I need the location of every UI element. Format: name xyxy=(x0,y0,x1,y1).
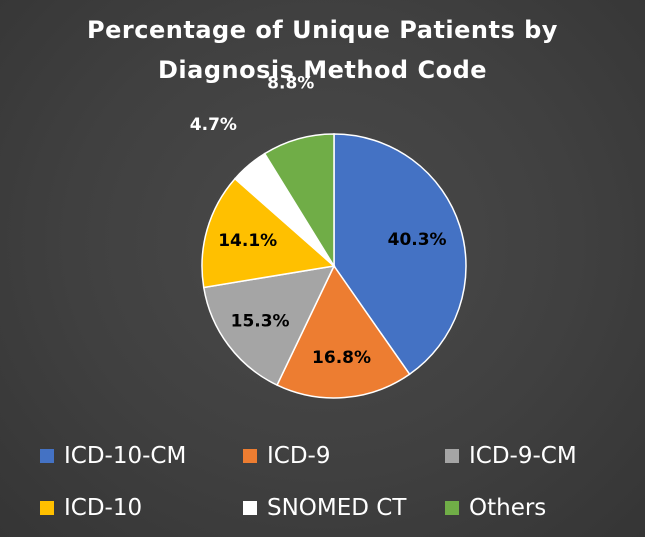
legend-label: SNOMED CT xyxy=(267,495,407,521)
legend-label: ICD-9-CM xyxy=(469,443,577,469)
legend-swatch xyxy=(445,501,459,515)
pie-slice-icd-9-cm xyxy=(202,265,336,387)
data-label-others: 8.8% xyxy=(267,74,314,94)
pie-slice-others xyxy=(263,133,335,269)
legend-item-others: Others xyxy=(445,495,546,521)
data-label-snomed-ct: 4.7% xyxy=(190,115,237,135)
legend-item-snomed-ct: SNOMED CT xyxy=(243,495,406,521)
data-label-icd-9-cm: 15.3% xyxy=(231,311,290,331)
legend-item-icd-9: ICD-9 xyxy=(243,443,331,469)
legend-swatch xyxy=(445,449,459,463)
legend-item-icd-10: ICD-10 xyxy=(40,495,142,521)
data-label-icd-10: 14.1% xyxy=(218,231,277,251)
chart-title-line-2: Diagnosis Method Code xyxy=(157,56,488,84)
legend-swatch xyxy=(40,501,54,515)
data-label-icd-10-cm: 40.3% xyxy=(388,230,447,250)
legend-swatch xyxy=(40,449,54,463)
legend-item-icd-9-cm: ICD-9-CM xyxy=(445,443,577,469)
chart-title-line-1: Percentage of Unique Patients by xyxy=(87,16,558,44)
legend-swatch xyxy=(243,501,257,515)
chart-title: Percentage of Unique Patients by Diagnos… xyxy=(0,10,645,90)
legend-item-icd-10-cm: ICD-10-CM xyxy=(40,443,186,469)
pie-slice-icd-10 xyxy=(201,177,336,289)
legend-label: Others xyxy=(469,495,547,521)
legend-label: ICD-9 xyxy=(267,443,331,469)
pie-slice-icd-10-cm xyxy=(333,133,467,376)
legend-label: ICD-10-CM xyxy=(64,443,187,469)
data-label-icd-9: 16.8% xyxy=(312,348,371,368)
pie-slice-icd-9 xyxy=(276,264,411,399)
legend-swatch xyxy=(243,449,257,463)
legend-label: ICD-10 xyxy=(64,495,143,521)
